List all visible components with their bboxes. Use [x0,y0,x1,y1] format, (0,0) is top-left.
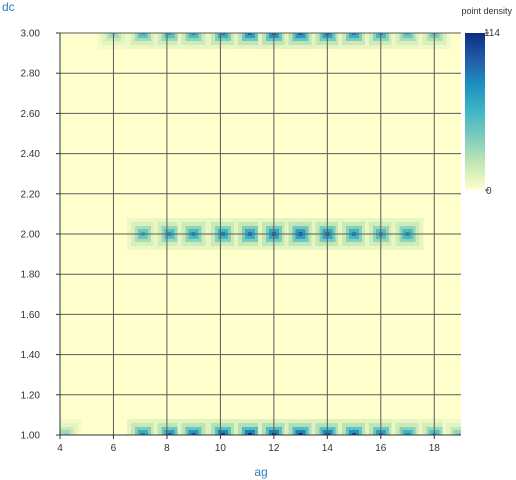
density-cell [405,33,410,35]
y-tick-label: 1.40 [21,350,41,361]
y-tick-label: 2.60 [21,109,41,120]
density-cell [167,33,172,35]
y-tick-label: 1.00 [21,431,41,442]
density-cell [453,430,461,435]
x-axis-label: ag [254,465,267,479]
colorbar-max-label: 114 [484,28,500,39]
density-cell [352,33,357,35]
density-cell [402,33,413,38]
x-tick-label: 6 [111,443,117,454]
density-cell [349,430,360,435]
colorbar-gradient [465,33,485,190]
x-tick-label: 16 [375,443,387,454]
density-cell [456,433,461,435]
x-tick-label: 10 [215,443,227,454]
density-cell [191,33,196,35]
density-cell [349,33,360,38]
density-cell [247,433,252,435]
y-tick-label: 2.00 [21,230,41,241]
colorbar-min-label: 0 [486,186,492,197]
density-cell [164,33,175,38]
y-tick-label: 1.60 [21,310,41,321]
y-tick-label: 2.20 [21,189,41,200]
density-cell [140,433,145,435]
colorbar-title: point density [461,6,512,16]
x-tick-labels: 4 6 8 10 12 14 16 18 [57,435,440,454]
y-tick-label: 3.00 [21,29,41,40]
density-cell [295,430,306,435]
grid-lines [59,32,461,436]
density-cell [298,433,303,435]
density-cell [244,430,255,435]
x-tick-label: 18 [429,443,441,454]
y-axis-label: dc [2,0,15,14]
y-tick-label: 1.80 [21,270,41,281]
x-tick-label: 14 [322,443,334,454]
density-cell [63,433,68,435]
y-tick-label: 2.80 [21,69,41,80]
density-cell [140,33,145,35]
y-tick-label: 2.40 [21,149,41,160]
density-cell [221,33,226,35]
density-cell [137,33,148,38]
density-cell [402,430,413,435]
density-cell [298,33,303,35]
density-cell [188,430,199,435]
density-cell [60,430,71,435]
x-tick-label: 4 [57,443,63,454]
colorbar: point density 114 0 [461,6,512,197]
y-tick-labels: 1.00 1.20 1.40 1.60 1.80 2.00 2.20 2.40 2.60 2.80… [21,29,60,442]
density-cell [164,430,175,435]
density-cell [218,33,229,38]
density-cell [295,33,306,38]
density-cell [352,433,357,435]
density-cell [247,33,252,35]
density-cell [167,433,172,435]
x-tick-label: 8 [164,443,170,454]
density-cell [137,430,148,435]
density-cell [188,33,199,38]
density-cell [221,433,226,435]
x-tick-label: 12 [268,443,280,454]
density-cell [405,433,410,435]
density-cell [244,33,255,38]
y-tick-label: 1.20 [21,390,41,401]
density-cell [191,433,196,435]
density-cell [218,430,229,435]
